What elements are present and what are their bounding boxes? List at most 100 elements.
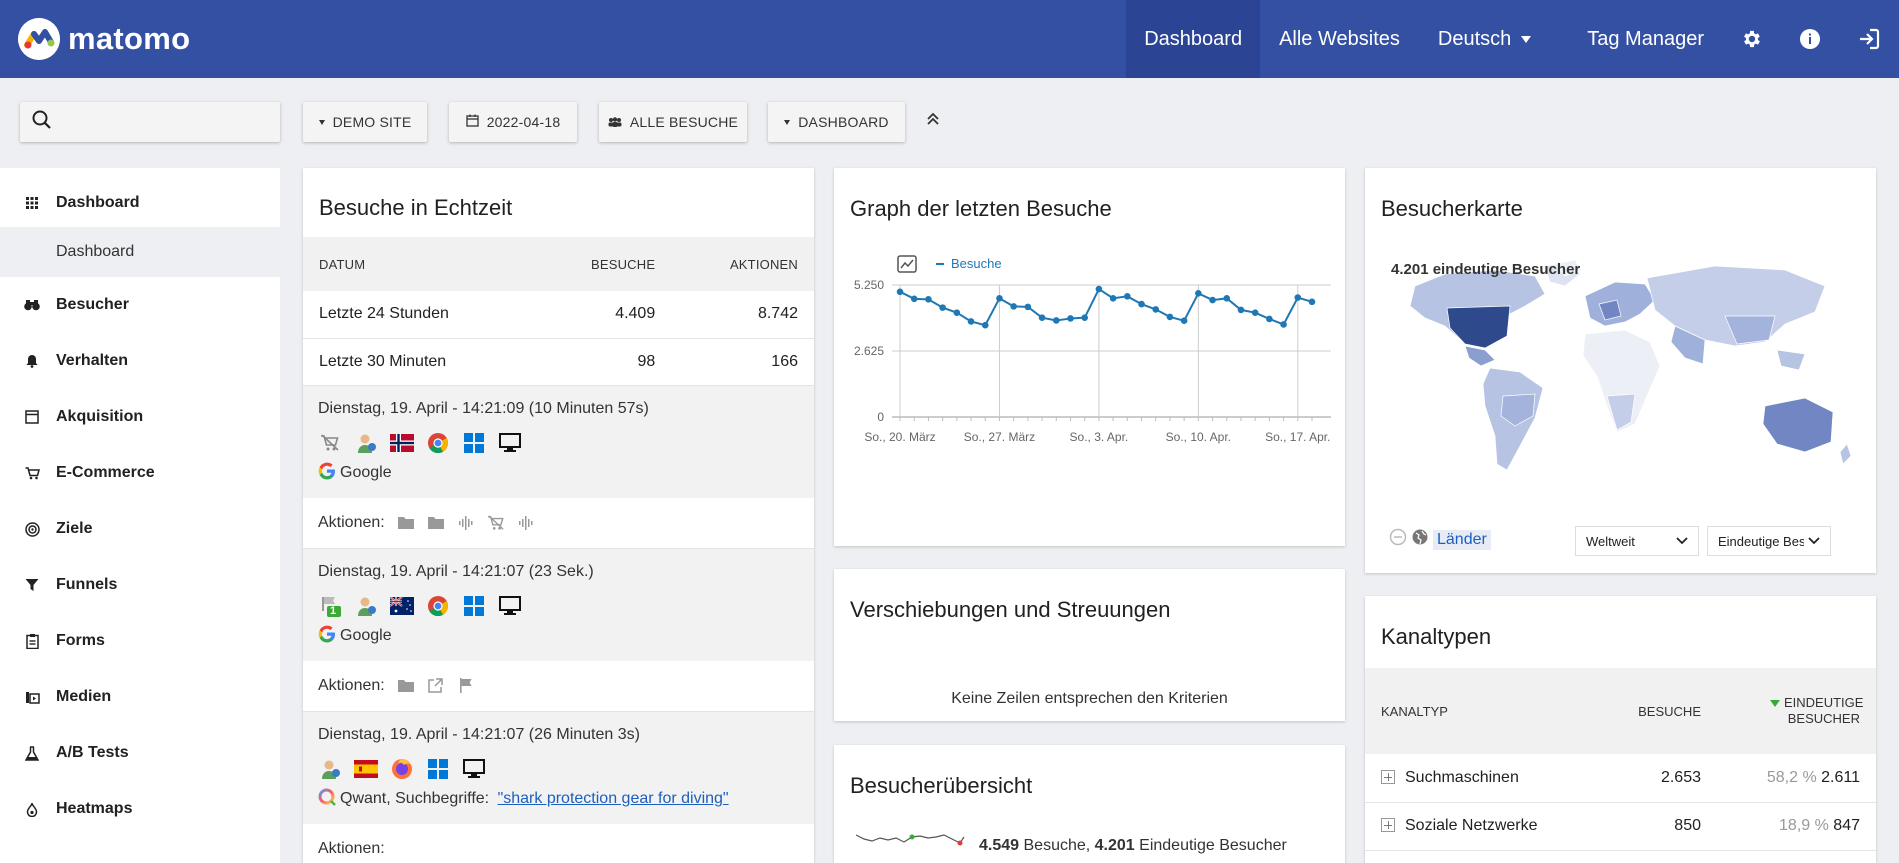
segment-selector[interactable]: ALLE BESUCHE	[599, 102, 747, 142]
nav-all-websites[interactable]: Alle Websites	[1279, 27, 1400, 50]
col-unique[interactable]: EINDEUTIGE BESUCHER	[1717, 668, 1876, 754]
row-label: Letzte 30 Minuten	[303, 338, 534, 386]
data-point[interactable]	[925, 296, 932, 303]
sidebar-item-akquisition[interactable]: Akquisition	[0, 389, 280, 445]
data-point[interactable]	[939, 304, 946, 311]
region-select[interactable]: Weltweit	[1575, 526, 1699, 556]
data-point[interactable]	[1095, 285, 1103, 293]
windows-icon	[462, 432, 486, 454]
sidebar-item-besucher[interactable]: Besucher	[0, 277, 280, 333]
matomo-logo[interactable]: matomo	[18, 18, 190, 60]
data-point[interactable]	[1223, 295, 1231, 302]
sound-wave-icon[interactable]	[457, 515, 475, 531]
table-row[interactable]: Suchmaschinen 2.653 58,2 % 2.611	[1365, 754, 1876, 803]
sidebar-item-ab-tests[interactable]: A/B Tests	[0, 725, 280, 781]
data-point[interactable]	[1266, 315, 1273, 323]
globe-icon	[1411, 528, 1429, 551]
folder-icon[interactable]	[397, 678, 415, 694]
data-point[interactable]	[953, 309, 961, 316]
data-point[interactable]	[1166, 313, 1174, 321]
visit-referrer: Google	[340, 627, 392, 644]
expand-icon[interactable]	[1381, 769, 1395, 784]
data-point[interactable]	[1010, 303, 1017, 310]
sidebar: Dashboard Dashboard Besucher Verhalten A…	[0, 168, 280, 863]
table-row[interactable]: Soziale Netzwerke 850 18,9 % 847	[1365, 802, 1876, 851]
data-point[interactable]	[1180, 317, 1188, 325]
collapse-toolbar-icon[interactable]	[926, 112, 940, 131]
date-selector[interactable]: 2022-04-18	[449, 102, 577, 142]
y-tick-label: 5.250	[854, 278, 884, 292]
legend-label[interactable]: Besuche	[951, 256, 1002, 271]
nav-dashboard[interactable]: Dashboard	[1126, 0, 1261, 78]
data-point[interactable]	[967, 318, 975, 325]
outlink-icon[interactable]	[427, 678, 445, 694]
data-point[interactable]	[896, 288, 904, 296]
chart-grid: 0 2.625 5.250	[854, 278, 1331, 424]
top-nav: matomo Dashboard Alle Websites Deutsch T…	[0, 0, 1899, 78]
search-keyword-link[interactable]: "shark protection gear for diving"	[497, 790, 729, 807]
nav-language[interactable]: Deutsch	[1419, 0, 1550, 78]
world-map[interactable]	[1385, 256, 1865, 496]
data-point[interactable]	[1067, 315, 1074, 322]
visit-item[interactable]: Dienstag, 19. April - 14:21:07 (26 Minut…	[303, 711, 814, 824]
sidebar-item-ziele[interactable]: Ziele	[0, 501, 280, 557]
sidebar-item-ecommerce[interactable]: E-Commerce	[0, 445, 280, 501]
data-point[interactable]	[1195, 289, 1202, 297]
actions-label: Aktionen:	[318, 676, 385, 694]
data-point[interactable]	[1138, 300, 1145, 308]
data-point[interactable]	[1308, 298, 1316, 306]
visit-actions: Aktionen:	[303, 660, 814, 712]
data-point[interactable]	[1038, 314, 1046, 321]
visit-date: Dienstag, 19. April - 14:21:07 (23 Sek.)	[318, 562, 594, 580]
data-point[interactable]	[1294, 294, 1302, 301]
data-point[interactable]	[910, 295, 918, 303]
info-icon[interactable]	[1781, 0, 1839, 78]
sidebar-item-label: E-Commerce	[56, 464, 155, 481]
search-box[interactable]	[20, 102, 280, 142]
zoom-out-icon[interactable]	[1389, 528, 1407, 551]
sidebar-item-heatmaps[interactable]: Heatmaps	[0, 781, 280, 837]
folder-icon[interactable]	[427, 515, 445, 531]
metric-select-value: Eindeutige Besucher	[1718, 533, 1804, 549]
sidebar-subitem-dashboard[interactable]: Dashboard	[0, 227, 280, 277]
no-cart-icon[interactable]	[487, 514, 505, 531]
chart-type-icon[interactable]	[897, 255, 917, 273]
data-point[interactable]	[1237, 306, 1245, 314]
dashboard-selector[interactable]: DASHBOARD	[768, 102, 905, 142]
metric-select[interactable]: Eindeutige Besucher	[1707, 526, 1831, 556]
data-point[interactable]	[1024, 303, 1032, 311]
site-selector[interactable]: DEMO SITE	[303, 102, 427, 142]
logout-icon[interactable]	[1839, 0, 1899, 78]
sidebar-item-medien[interactable]: Medien	[0, 669, 280, 725]
visit-item[interactable]: Dienstag, 19. April - 14:21:09 (10 Minut…	[303, 385, 814, 498]
col-visits[interactable]: BESUCHE	[1615, 668, 1717, 754]
empty-message: Keine Zeilen entsprechen den Kriterien	[951, 690, 1228, 707]
nav-tag-manager[interactable]: Tag Manager	[1587, 27, 1704, 50]
data-point[interactable]	[1251, 309, 1259, 316]
data-point[interactable]	[1052, 317, 1060, 324]
col-channel-type[interactable]: KANALTYP	[1365, 668, 1615, 754]
sidebar-item-forms[interactable]: Forms	[0, 613, 280, 669]
data-point[interactable]	[1152, 306, 1160, 313]
data-point[interactable]	[1209, 296, 1216, 304]
sidebar-item-dashboard[interactable]: Dashboard	[0, 179, 280, 227]
search-input[interactable]	[60, 114, 270, 130]
data-point[interactable]	[1109, 295, 1117, 302]
sidebar-item-verhalten[interactable]: Verhalten	[0, 333, 280, 389]
countries-link[interactable]: Länder	[1433, 529, 1491, 550]
sidebar-item-funnels[interactable]: Funnels	[0, 557, 280, 613]
data-point[interactable]	[996, 295, 1003, 302]
col-date: DATUM	[303, 237, 534, 291]
data-point[interactable]	[1280, 321, 1287, 328]
expand-icon[interactable]	[1381, 818, 1395, 832]
sound-wave-icon[interactable]	[517, 515, 535, 531]
visit-item[interactable]: Dienstag, 19. April - 14:21:07 (23 Sek.)…	[303, 548, 814, 661]
folder-icon[interactable]	[397, 515, 415, 531]
data-point[interactable]	[1081, 314, 1088, 321]
bell-icon	[24, 353, 40, 369]
data-point[interactable]	[981, 321, 989, 329]
data-point[interactable]	[1124, 293, 1131, 300]
flag-norway-icon	[390, 432, 414, 454]
gear-icon[interactable]	[1723, 0, 1781, 78]
goal-flag-icon[interactable]	[457, 678, 475, 694]
